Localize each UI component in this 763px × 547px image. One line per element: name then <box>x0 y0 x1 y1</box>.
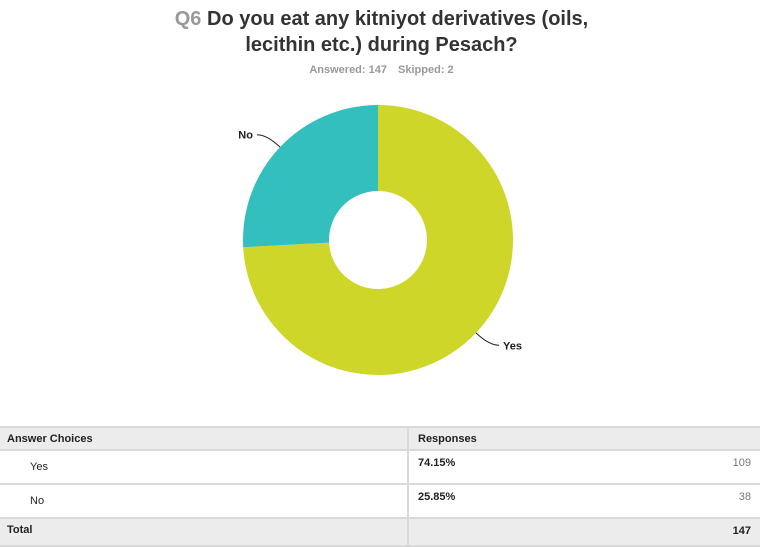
slice-label-yes: Yes <box>503 340 522 352</box>
donut-chart: Yes No <box>238 105 522 375</box>
row-count: 109 <box>732 457 751 469</box>
skipped-count: Skipped: 2 <box>398 64 454 76</box>
question-number: Q6 <box>174 8 202 30</box>
table-row: No 25.85% 38 <box>0 484 760 519</box>
donut-slice-no <box>242 105 378 248</box>
table-total-row: Total 147 <box>0 518 760 547</box>
total-count: 147 <box>732 525 751 537</box>
table-row: Yes 74.15% 109 <box>0 450 760 485</box>
header-responses: Responses <box>407 426 760 451</box>
answered-count: Answered: 147 <box>309 64 387 76</box>
table-header-row: Answer Choices Responses <box>0 426 760 451</box>
question-text-line1: Do you eat any kitniyot derivatives (oil… <box>207 8 589 30</box>
donut-slice-yes <box>243 105 513 375</box>
row-responses: 25.85% 38 <box>407 484 760 519</box>
row-responses: 74.15% 109 <box>407 450 760 485</box>
question-title: Q6 Do you eat any kitniyot derivatives (… <box>0 6 763 58</box>
row-count: 38 <box>738 491 751 503</box>
question-text-line2: lecithin etc.) during Pesach? <box>245 34 518 56</box>
results-table: Answer Choices Responses Yes 74.15% 109 … <box>0 426 760 547</box>
slice-label-no: No <box>238 130 253 142</box>
leader-line-yes <box>475 332 500 346</box>
row-choice: Yes <box>0 450 408 485</box>
leader-line-no <box>256 134 281 148</box>
response-stats: Answered: 147 Skipped: 2 <box>0 64 763 76</box>
row-choice: No <box>0 484 408 519</box>
total-responses: 147 <box>407 518 760 547</box>
total-label: Total <box>0 518 408 547</box>
row-percent: 74.15% <box>418 457 456 469</box>
header-answer-choices: Answer Choices <box>0 426 408 451</box>
row-percent: 25.85% <box>418 491 456 503</box>
